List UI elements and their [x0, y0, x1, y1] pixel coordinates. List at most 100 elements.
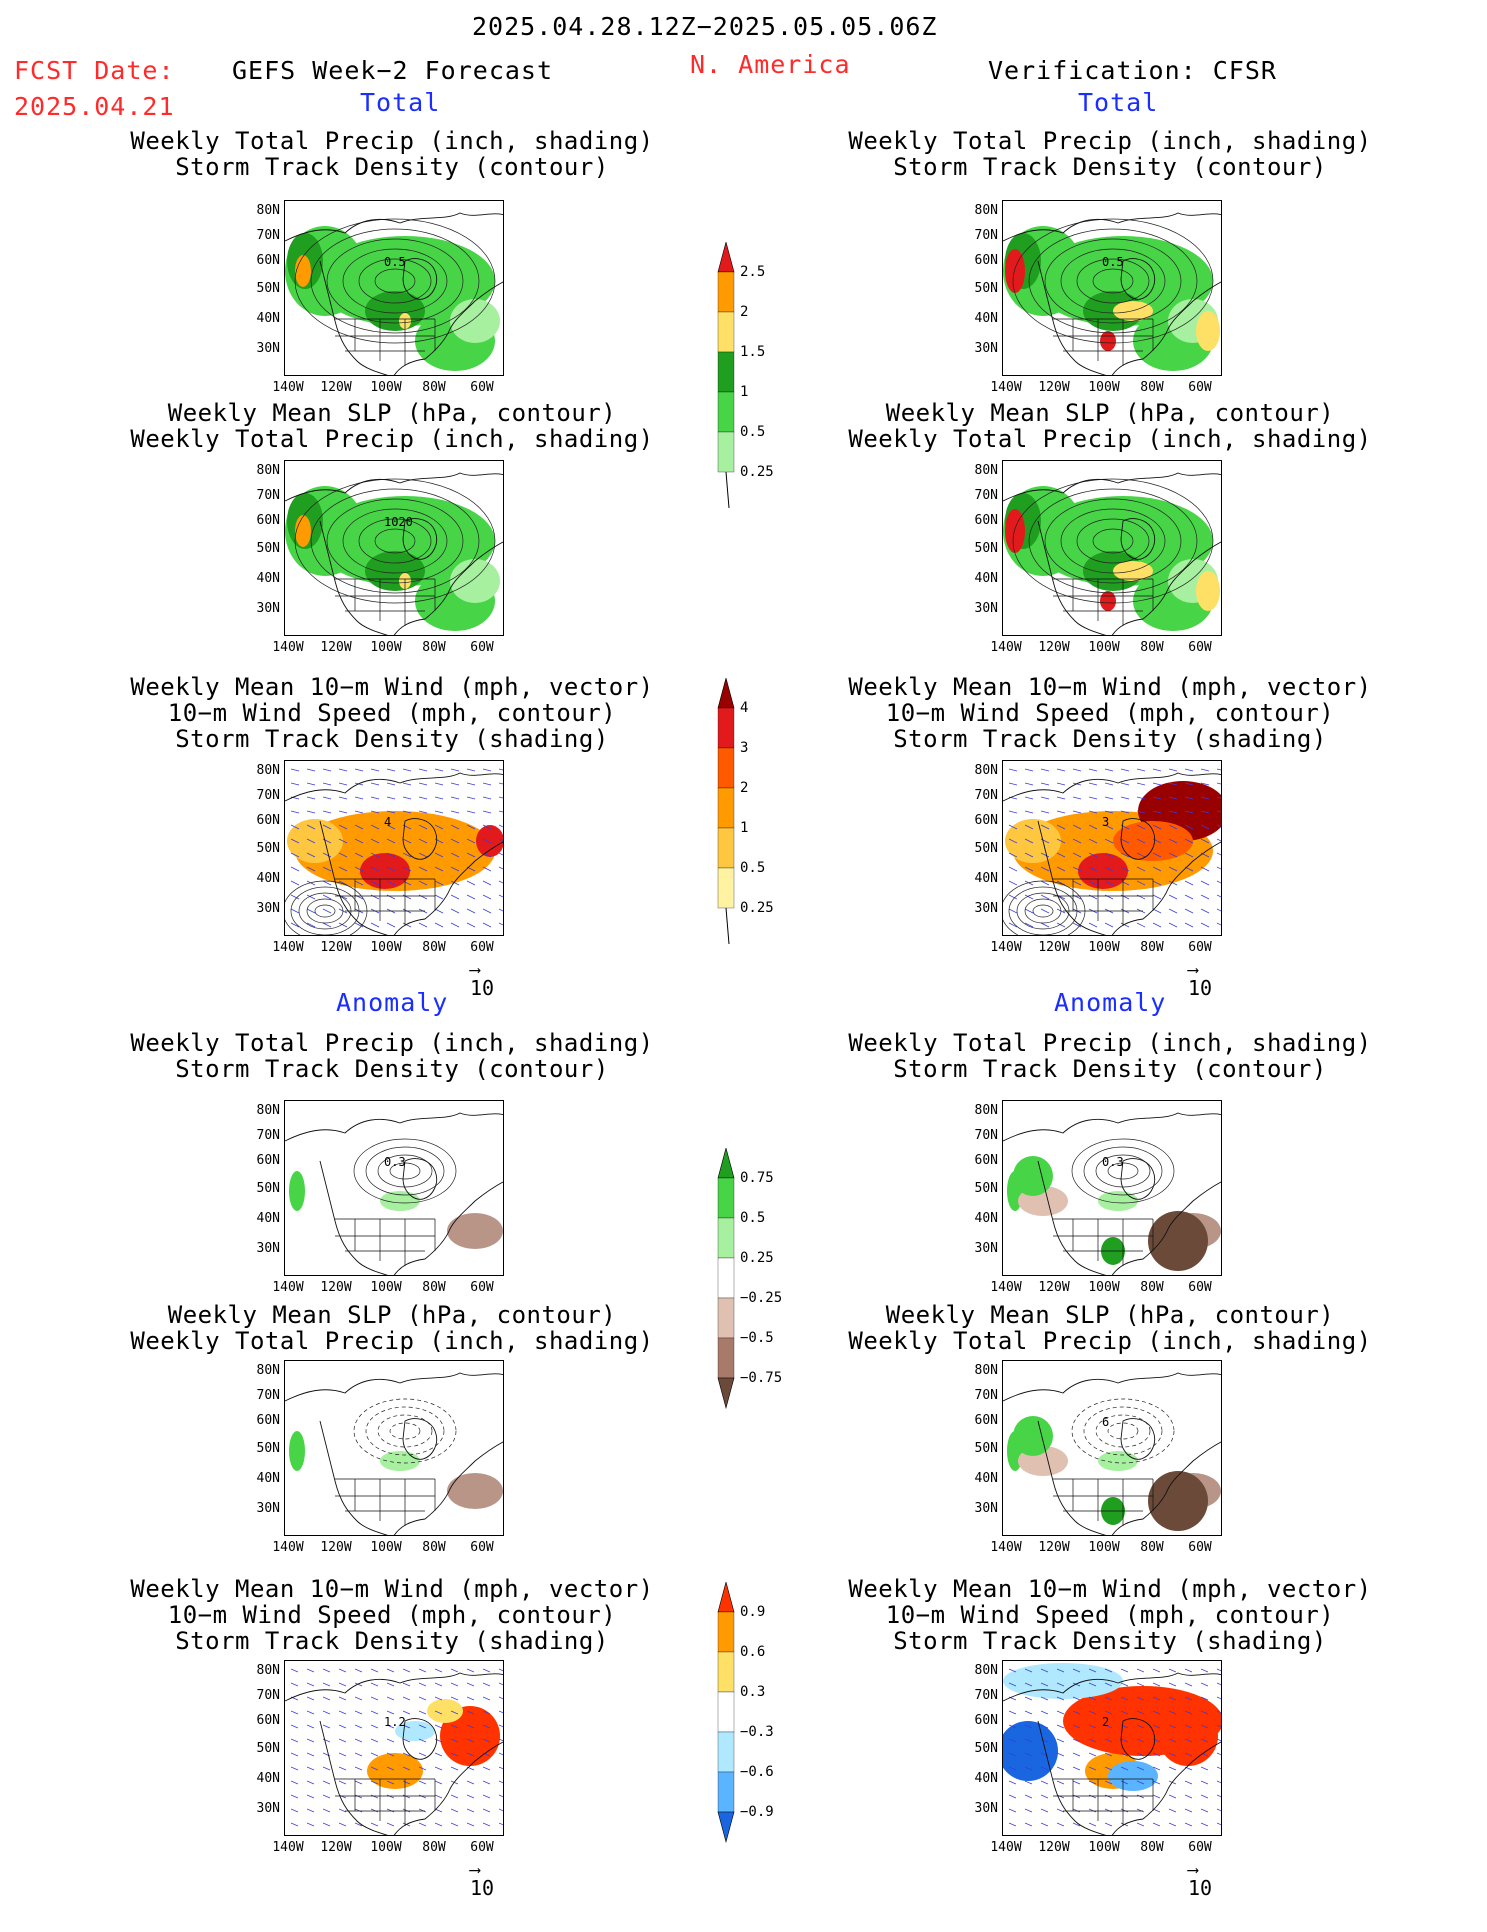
lon-tick-label: 120W — [320, 1280, 352, 1295]
verification-label: Verification: CFSR — [988, 56, 1277, 85]
lon-tick-label: 80W — [422, 380, 446, 395]
panel-title-line: Storm Track Density (shading) — [893, 725, 1327, 753]
contour-label: 0.3 — [1102, 1155, 1124, 1169]
lat-tick-label: 60N — [256, 513, 280, 528]
lon-tick-label: 100W — [1088, 640, 1120, 655]
lon-tick-label: 80W — [1140, 640, 1164, 655]
lat-tick-label: 30N — [974, 901, 998, 916]
lon-tick-label: 60W — [470, 640, 494, 655]
contour-label: 0.5 — [384, 255, 406, 269]
lat-tick-label: 30N — [256, 1241, 280, 1256]
lon-tick-label: 60W — [470, 1540, 494, 1555]
colorbar-label: 0.6 — [740, 1644, 766, 1660]
lat-tick-label: 60N — [974, 1153, 998, 1168]
lat-tick-label: 60N — [256, 1413, 280, 1428]
panel-title-line: Weekly Total Precip (inch, shading) — [848, 127, 1372, 155]
lat-tick-label: 80N — [256, 1363, 280, 1378]
panel-title-line: Weekly Total Precip (inch, shading) — [130, 127, 654, 155]
colorbar-label: 0.5 — [740, 1210, 766, 1226]
lon-tick-label: 120W — [1038, 640, 1070, 655]
lon-tick-label: 140W — [990, 1840, 1022, 1855]
lon-tick-label: 60W — [1188, 940, 1212, 955]
lat-tick-label: 70N — [256, 1688, 280, 1703]
lat-tick-label: 80N — [974, 463, 998, 478]
colorbar-label: 2 — [740, 780, 749, 796]
lat-tick-label: 60N — [974, 1713, 998, 1728]
lat-tick-label: 70N — [974, 788, 998, 803]
map-canvas — [285, 1668, 503, 1835]
panel-title-line: Weekly Mean SLP (hPa, contour) — [167, 1301, 617, 1329]
colorbar-label: 0.75 — [740, 1170, 774, 1186]
lon-tick-label: 100W — [1088, 1840, 1120, 1855]
lon-tick-label: 80W — [1140, 1540, 1164, 1555]
colorbar-precip_anom — [717, 1148, 735, 1410]
lon-tick-label: 60W — [1188, 640, 1212, 655]
lat-tick-label: 70N — [256, 488, 280, 503]
lat-tick-label: 30N — [256, 601, 280, 616]
colorbar-label: −0.9 — [740, 1804, 774, 1820]
lat-tick-label: 40N — [256, 871, 280, 886]
contour-label: 0.5 — [1102, 255, 1124, 269]
lon-tick-label: 80W — [1140, 1280, 1164, 1295]
lon-tick-label: 140W — [272, 1840, 304, 1855]
lon-tick-label: 120W — [320, 1840, 352, 1855]
lon-tick-label: 80W — [422, 640, 446, 655]
lat-tick-label: 50N — [256, 1181, 280, 1196]
lon-tick-label: 120W — [320, 380, 352, 395]
lat-tick-label: 60N — [974, 513, 998, 528]
colorbar-label: −0.6 — [740, 1764, 774, 1780]
lat-tick-label: 80N — [256, 203, 280, 218]
panel-title-line: Weekly Total Precip (inch, shading) — [130, 425, 654, 453]
lat-tick-label: 50N — [974, 1441, 998, 1456]
lat-tick-label: 80N — [974, 1363, 998, 1378]
panel-title-line: Storm Track Density (contour) — [893, 1055, 1327, 1083]
colorbar-label: 0.25 — [740, 1250, 774, 1266]
colorbar-label: −0.25 — [740, 1290, 783, 1306]
region-label: N. America — [690, 50, 851, 79]
map-panel — [284, 1660, 504, 1836]
lat-tick-label: 40N — [974, 1211, 998, 1226]
map-canvas — [1003, 472, 1221, 635]
lat-tick-label: 50N — [256, 541, 280, 556]
map-panel — [284, 200, 504, 376]
contour-label: 2 — [1102, 1715, 1110, 1729]
panel-title-line: Storm Track Density (shading) — [175, 1627, 609, 1655]
map-panel — [284, 460, 504, 636]
map-panel — [1002, 760, 1222, 936]
panel-title-line: Weekly Total Precip (inch, shading) — [130, 1327, 654, 1355]
lat-tick-label: 50N — [256, 281, 280, 296]
lat-tick-label: 40N — [974, 871, 998, 886]
lat-tick-label: 70N — [256, 1128, 280, 1143]
lon-tick-label: 80W — [422, 1540, 446, 1555]
lat-tick-label: 50N — [974, 541, 998, 556]
colorbar-label: 1 — [740, 384, 749, 400]
lon-tick-label: 140W — [990, 380, 1022, 395]
fcst-date: 2025.04.21 — [14, 92, 175, 121]
lat-tick-label: 30N — [256, 341, 280, 356]
lat-tick-label: 60N — [256, 1713, 280, 1728]
model-title: GEFS Week−2 Forecast — [232, 56, 554, 85]
lon-tick-label: 60W — [1188, 380, 1212, 395]
lat-tick-label: 40N — [256, 1771, 280, 1786]
map-panel — [1002, 1660, 1222, 1836]
colorbar-label: 4 — [740, 700, 749, 716]
lon-tick-label: 100W — [370, 1280, 402, 1295]
section-anomaly-right: Anomaly — [1054, 988, 1167, 1017]
lon-tick-label: 60W — [1188, 1540, 1212, 1555]
lat-tick-label: 30N — [974, 601, 998, 616]
map-panel — [1002, 1100, 1222, 1276]
lat-tick-label: 40N — [974, 311, 998, 326]
colorbar-label: 2.5 — [740, 264, 766, 280]
map-canvas — [1003, 1663, 1221, 1835]
panel-title-line: Weekly Total Precip (inch, shading) — [848, 1029, 1372, 1057]
lat-tick-label: 40N — [256, 571, 280, 586]
contour-label: 0.3 — [384, 1155, 406, 1169]
colorbar-label: 0.25 — [740, 464, 774, 480]
lat-tick-label: 80N — [256, 1663, 280, 1678]
fcst-label: FCST Date: — [14, 56, 175, 85]
colorbar-label: 1 — [740, 820, 749, 836]
colorbar-label: 0.5 — [740, 424, 766, 440]
lon-tick-label: 80W — [1140, 940, 1164, 955]
colorbar-label: 2 — [740, 304, 749, 320]
lon-tick-label: 140W — [272, 940, 304, 955]
